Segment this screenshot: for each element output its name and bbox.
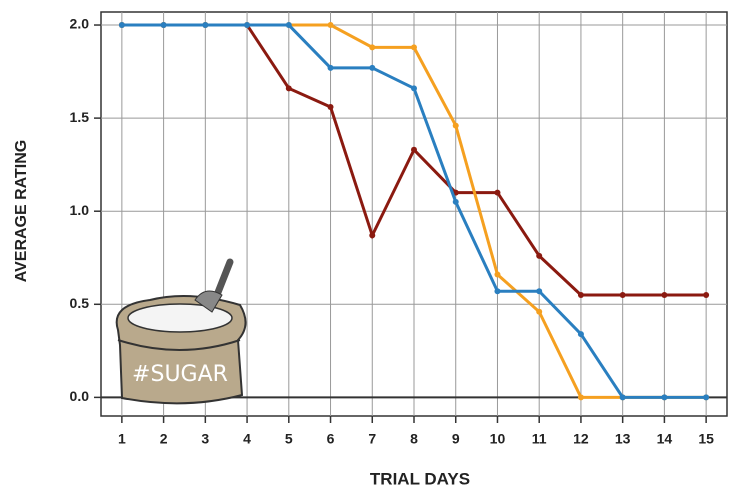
x-tick-label: 11 [532, 431, 547, 447]
x-tick-label: 12 [573, 431, 589, 447]
x-axis-label: TRIAL DAYS [370, 469, 470, 488]
point [411, 85, 417, 92]
point [369, 64, 376, 71]
annotation: #SUGAR [132, 362, 228, 387]
point [577, 291, 584, 298]
point [494, 271, 501, 278]
x-tick-label: 14 [657, 431, 673, 447]
x-tick-label: 10 [490, 431, 506, 447]
point [452, 198, 459, 205]
point [369, 44, 376, 51]
point [661, 291, 668, 298]
sugar-sack [115, 258, 247, 405]
point [494, 288, 501, 295]
point [411, 146, 417, 153]
y-tick-label: 0.5 [70, 295, 90, 311]
y-axis-label: AVERAGE RATING [13, 140, 30, 283]
point [285, 22, 292, 29]
point [661, 394, 668, 401]
y-tick-label: 1.0 [70, 202, 90, 218]
x-tick-label: 6 [327, 431, 335, 447]
point [577, 331, 584, 338]
point [327, 103, 334, 110]
y-tick-label: 2.0 [70, 16, 90, 32]
x-tick-label: 1 [118, 431, 126, 447]
point [118, 22, 125, 29]
point [327, 22, 334, 29]
x-tick-label: 7 [368, 431, 376, 447]
x-tick-label: 15 [698, 431, 714, 447]
point [369, 232, 376, 239]
point [619, 394, 626, 401]
y-tick-label: 0.0 [70, 388, 90, 404]
point [411, 44, 417, 51]
point [536, 288, 543, 295]
point [703, 394, 710, 401]
point [536, 252, 543, 259]
x-tick-label: 2 [160, 431, 168, 447]
point [452, 122, 459, 129]
point [536, 308, 543, 315]
y-tick-label: 1.5 [70, 109, 90, 125]
point [327, 64, 334, 71]
x-tick-label: 8 [410, 431, 418, 447]
point [703, 291, 710, 298]
point [202, 22, 209, 29]
point [160, 22, 167, 29]
point [494, 189, 501, 196]
x-tick-label: 3 [201, 431, 209, 447]
x-tick-label: 9 [452, 431, 460, 447]
x-tick-label: 13 [615, 431, 631, 447]
point [244, 22, 251, 29]
point [577, 394, 584, 401]
x-tick-label: 4 [243, 431, 251, 447]
point [285, 85, 292, 92]
x-tick-label: 5 [285, 431, 293, 447]
point [619, 291, 626, 298]
